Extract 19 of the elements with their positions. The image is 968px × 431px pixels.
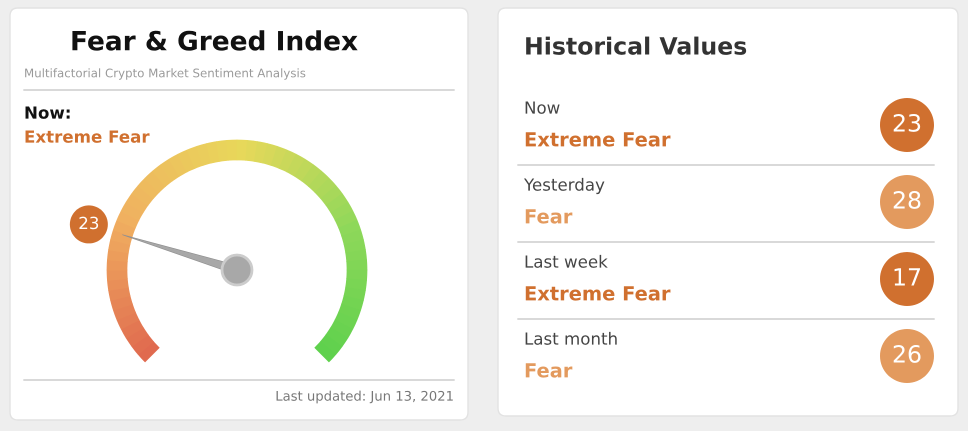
text: Historical Values bbox=[526, 36, 746, 55]
text: Last month bbox=[526, 332, 617, 345]
text: Extreme Fear bbox=[526, 286, 670, 301]
data-label: 23 bbox=[894, 114, 920, 132]
text: Fear bbox=[526, 363, 572, 378]
text: Yesterday bbox=[524, 178, 604, 194]
text: Last week bbox=[526, 254, 608, 268]
text: Fear bbox=[526, 209, 572, 224]
text: Now: bbox=[26, 106, 70, 119]
text: 28 bbox=[894, 190, 920, 209]
text: Now bbox=[526, 101, 560, 114]
text: 23 bbox=[79, 216, 98, 230]
text: Extreme Fear bbox=[526, 132, 670, 147]
text: 26 bbox=[894, 344, 921, 363]
text: Last updated: Jun 13, 2021 bbox=[276, 390, 453, 404]
text: Extreme Fear bbox=[26, 130, 150, 143]
text: Fear & Greed Index bbox=[72, 30, 358, 51]
text: 17 bbox=[894, 268, 920, 286]
text: Multifactorial Crypto Market Sentiment Analysis bbox=[25, 68, 306, 80]
